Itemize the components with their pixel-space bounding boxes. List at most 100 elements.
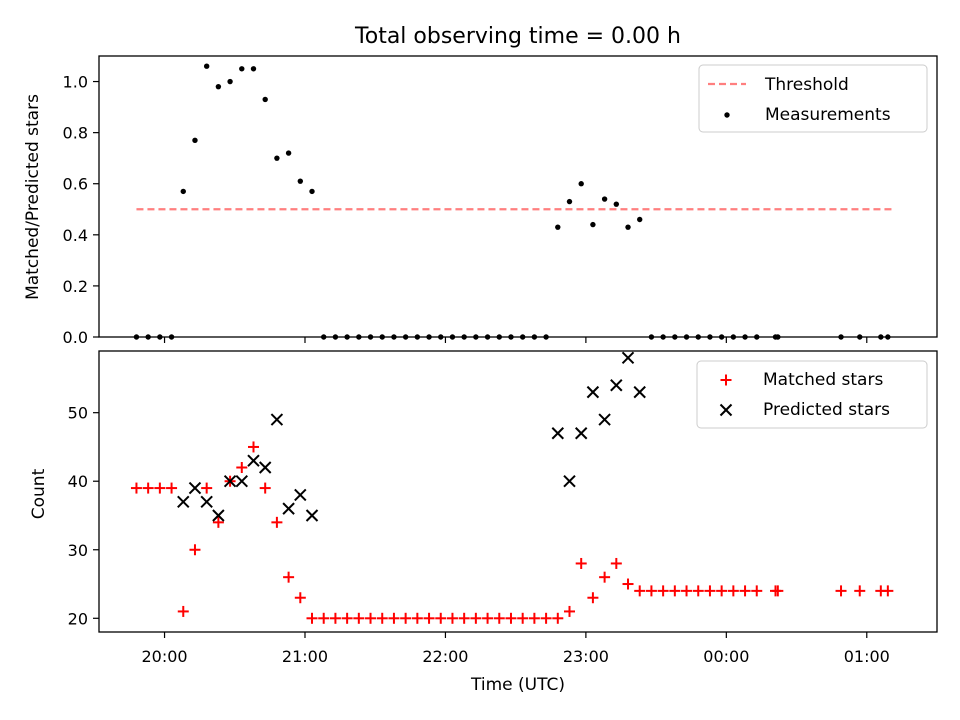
top-y-axis: 0.0 0.2 0.4 0.6 0.8 1.0 — [63, 73, 99, 347]
matched-star-point — [622, 578, 634, 590]
matched-star-point — [353, 612, 365, 624]
bottom-x-tick-label: 22:00 — [422, 647, 468, 666]
matched-star-point — [130, 482, 142, 494]
predicted-star-point — [282, 502, 295, 515]
bottom-x-tick-label: 23:00 — [563, 647, 609, 666]
matched-star-point — [854, 585, 866, 597]
top-y-tick-label: 0.0 — [63, 328, 88, 347]
predicted-star-point — [200, 495, 213, 508]
predicted-star-point — [177, 495, 190, 508]
legend-matched-swatch — [720, 374, 732, 386]
bottom-legend: Matched stars Predicted stars — [696, 360, 928, 429]
matched-star-point — [212, 516, 224, 528]
matched-star-point — [306, 612, 318, 624]
top-y-tick-label: 0.2 — [63, 277, 88, 296]
matched-star-point — [411, 612, 423, 624]
measurement-point — [192, 137, 198, 143]
matched-star-point — [388, 612, 400, 624]
matched-star-point — [587, 592, 599, 604]
matched-star-point — [727, 585, 739, 597]
top-axes-frame — [98, 55, 938, 338]
matched-star-point — [645, 585, 657, 597]
matched-star-point — [704, 585, 716, 597]
measurement-point — [566, 198, 573, 205]
bottom-axes-frame — [98, 350, 938, 633]
matched-star-point — [435, 612, 447, 624]
legend-predicted-label: Predicted stars — [763, 400, 890, 420]
matched-star-point — [458, 612, 470, 624]
measurement-point — [239, 66, 245, 72]
predicted-star-point — [305, 509, 319, 522]
measurement-point — [285, 150, 292, 156]
matched-star-point — [669, 585, 681, 597]
matched-star-point — [166, 482, 178, 494]
matched-star-point — [376, 612, 388, 624]
bottom-x-tick-label: 01:00 — [844, 647, 890, 666]
matched-star-point — [482, 612, 494, 624]
bottom-x-tick-label: 00:00 — [703, 647, 749, 666]
matched-star-point — [517, 612, 529, 624]
matched-star-point — [236, 462, 248, 474]
measurement-point — [601, 196, 608, 202]
top-y-tick-label: 0.6 — [63, 175, 88, 194]
matched-star-point — [692, 585, 704, 597]
matched-star-point — [493, 612, 505, 624]
matched-star-point — [341, 612, 353, 624]
matched-star-point — [271, 516, 283, 528]
predicted-star-point — [551, 427, 565, 440]
bottom-y-tick-label: 30 — [68, 541, 88, 560]
measurement-point — [309, 188, 315, 195]
bottom-y-tick-label: 50 — [68, 404, 88, 423]
predicted-star-point — [621, 351, 635, 365]
matched-star-point — [446, 612, 458, 624]
matched-star-point — [528, 612, 540, 624]
bottom-x-tick-label: 21:00 — [282, 647, 328, 666]
matched-star-point — [681, 585, 693, 597]
matched-star-point — [610, 557, 622, 569]
matched-star-point — [142, 482, 154, 494]
legend-matched-marker — [720, 374, 732, 386]
predicted-star-point — [247, 454, 260, 467]
legend-predicted-marker — [719, 403, 733, 417]
matched-star-point — [177, 605, 189, 617]
matched-star-point — [882, 585, 894, 597]
predicted-star-point — [188, 481, 202, 495]
matched-star-point — [201, 482, 213, 494]
measurement-point — [613, 201, 620, 207]
bottom-y-tick-label: 40 — [68, 472, 88, 491]
predicted-star-point — [270, 413, 284, 426]
predicted-star-point — [258, 461, 272, 474]
measurement-point — [297, 178, 304, 184]
matched-star-point — [365, 612, 377, 624]
matched-star-point — [739, 585, 751, 597]
legend-measurements-swatch — [724, 112, 730, 118]
matched-star-point — [657, 585, 669, 597]
top-y-axis-label: Matched/Predicted stars — [23, 94, 43, 300]
matched-star-point — [318, 612, 330, 624]
top-y-tick-label: 1.0 — [63, 73, 88, 92]
legend-measurements-label: Measurements — [765, 105, 891, 125]
predicted-star-point — [212, 509, 225, 522]
bottom-x-tick-label: 20:00 — [141, 647, 187, 666]
measurement-point — [215, 83, 222, 90]
measurement-point — [625, 224, 631, 230]
top-x-axis — [163, 337, 868, 343]
bottom-legend-box — [696, 360, 928, 429]
matched-star-point — [505, 612, 517, 624]
matched-star-point — [283, 571, 295, 583]
measurement-point — [250, 66, 257, 72]
legend-predicted-swatch — [719, 403, 733, 417]
predicted-star-point — [294, 488, 307, 502]
bottom-x-axis: 20:00 21:00 22:00 23:00 00:00 01:00 — [141, 632, 890, 666]
legend-matched-label: Matched stars — [763, 370, 883, 390]
chart-title: Total observing time = 0.00 h — [354, 24, 681, 49]
measurement-point — [578, 181, 584, 187]
measurement-point — [203, 63, 210, 69]
matched-star-point — [563, 605, 575, 617]
top-legend-box — [698, 64, 928, 133]
predicted-star-point — [633, 385, 646, 399]
predicted-star-point — [563, 475, 576, 488]
matched-star-point — [154, 482, 166, 494]
